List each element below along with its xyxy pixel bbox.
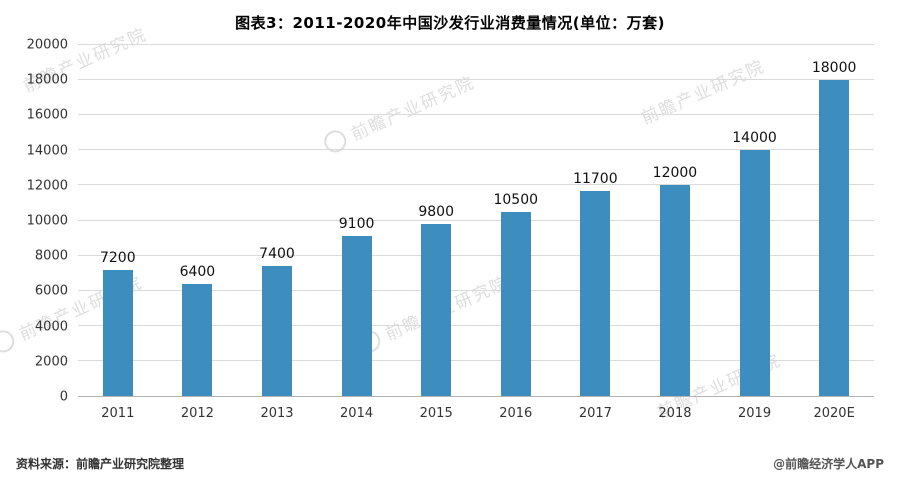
- x-axis-tick-label: 2014: [340, 406, 374, 421]
- bar-group: 18000: [794, 45, 874, 396]
- bar-series: 7200 6400 7400 9100 9800 10500 11700 12000 14000…: [78, 45, 874, 396]
- x-axis-tick-label: 2012: [180, 406, 214, 421]
- y-axis-tick-label: 12000: [26, 178, 68, 194]
- gridline: [78, 219, 874, 221]
- x-axis-tick-label: 2013: [260, 406, 294, 421]
- gridline: [78, 44, 874, 45]
- y-axis-tick-label: 8000: [34, 248, 68, 264]
- y-axis-tick-label: 16000: [26, 107, 68, 123]
- bar-value-label: 12000: [652, 165, 698, 182]
- bar: [500, 211, 531, 396]
- bar-value-label: 9800: [418, 204, 454, 221]
- bar: [739, 150, 770, 396]
- bar-value-label: 7200: [99, 249, 136, 266]
- y-axis-tick-label: 2000: [34, 354, 68, 370]
- bar-value-label: 14000: [732, 130, 777, 147]
- bar-value-label: 7400: [259, 246, 295, 263]
- bar: [102, 269, 133, 396]
- x-axis-tick-label: 2015: [419, 406, 453, 421]
- bar: [819, 80, 850, 396]
- bar-group: 11700: [556, 45, 636, 396]
- bar-value-label: 9100: [338, 216, 375, 233]
- credit-note: @前瞻经济学人APP: [773, 457, 884, 471]
- bar-group: 9800: [396, 45, 476, 396]
- gridline: [78, 149, 874, 151]
- gridline: [78, 254, 874, 256]
- bar: [659, 185, 690, 396]
- source-note: 资料来源：前瞻产业研究院整理: [16, 457, 185, 471]
- gridline: [78, 114, 874, 116]
- bar-value-label: 18000: [811, 60, 857, 77]
- bar-value-label: 11700: [573, 170, 618, 187]
- gridline: [78, 289, 874, 291]
- y-axis-tick-label: 0: [59, 389, 68, 405]
- bar-group: 9100: [317, 45, 397, 396]
- y-axis-tick-label: 4000: [34, 319, 68, 335]
- x-axis-tick-label: 2017: [578, 406, 612, 421]
- bar-group: 6400: [158, 45, 238, 396]
- chart-footer: 资料来源：前瞻产业研究院整理 @前瞻经济学人APP: [0, 455, 900, 472]
- bar-group: 12000: [635, 45, 715, 396]
- x-axis-tick-label: 2016: [499, 406, 533, 421]
- bar-group: 7200: [78, 45, 158, 396]
- chart-title: 图表3：2011-2020年中国沙发行业消费量情况(单位：万套): [235, 14, 665, 32]
- plot-area: 7200 6400 7400 9100 9800 10500 11700 12000 14000…: [78, 44, 874, 397]
- bar-group: 7400: [237, 45, 317, 396]
- y-axis-tick-label: 18000: [26, 72, 68, 88]
- bar-value-label: 6400: [179, 263, 216, 280]
- x-axis-tick-label: 2011: [101, 406, 135, 421]
- bar: [580, 190, 611, 396]
- bar: [182, 283, 213, 396]
- gridline: [78, 324, 874, 326]
- bar-group: 10500: [476, 45, 556, 396]
- y-axis: 0 2000 4000 6000 8000 10000 12000 14000 16000 180…: [6, 39, 78, 404]
- gridline: [78, 184, 874, 186]
- bar: [421, 224, 452, 396]
- x-axis-tick-label: 2018: [658, 406, 692, 421]
- x-axis: 2011 2012 2013 2014 2015 2016 2017 2018 2019 2020…: [78, 397, 874, 427]
- y-axis-tick-label: 6000: [34, 283, 68, 299]
- y-axis-tick-label: 20000: [26, 37, 68, 53]
- gridline: [78, 359, 874, 361]
- bar-chart: 0 2000 4000 6000 8000 10000 12000 14000 16000 180…: [6, 39, 874, 427]
- gridline: [78, 79, 874, 81]
- bar-group: 14000: [715, 45, 795, 396]
- bar: [341, 236, 372, 396]
- y-axis-tick-label: 10000: [26, 213, 68, 229]
- x-axis-tick-label: 2019: [738, 406, 772, 421]
- bar-value-label: 10500: [493, 191, 539, 208]
- bar: [261, 266, 292, 396]
- y-axis-tick-label: 14000: [26, 143, 68, 159]
- x-axis-tick-label: 2020E: [813, 406, 855, 421]
